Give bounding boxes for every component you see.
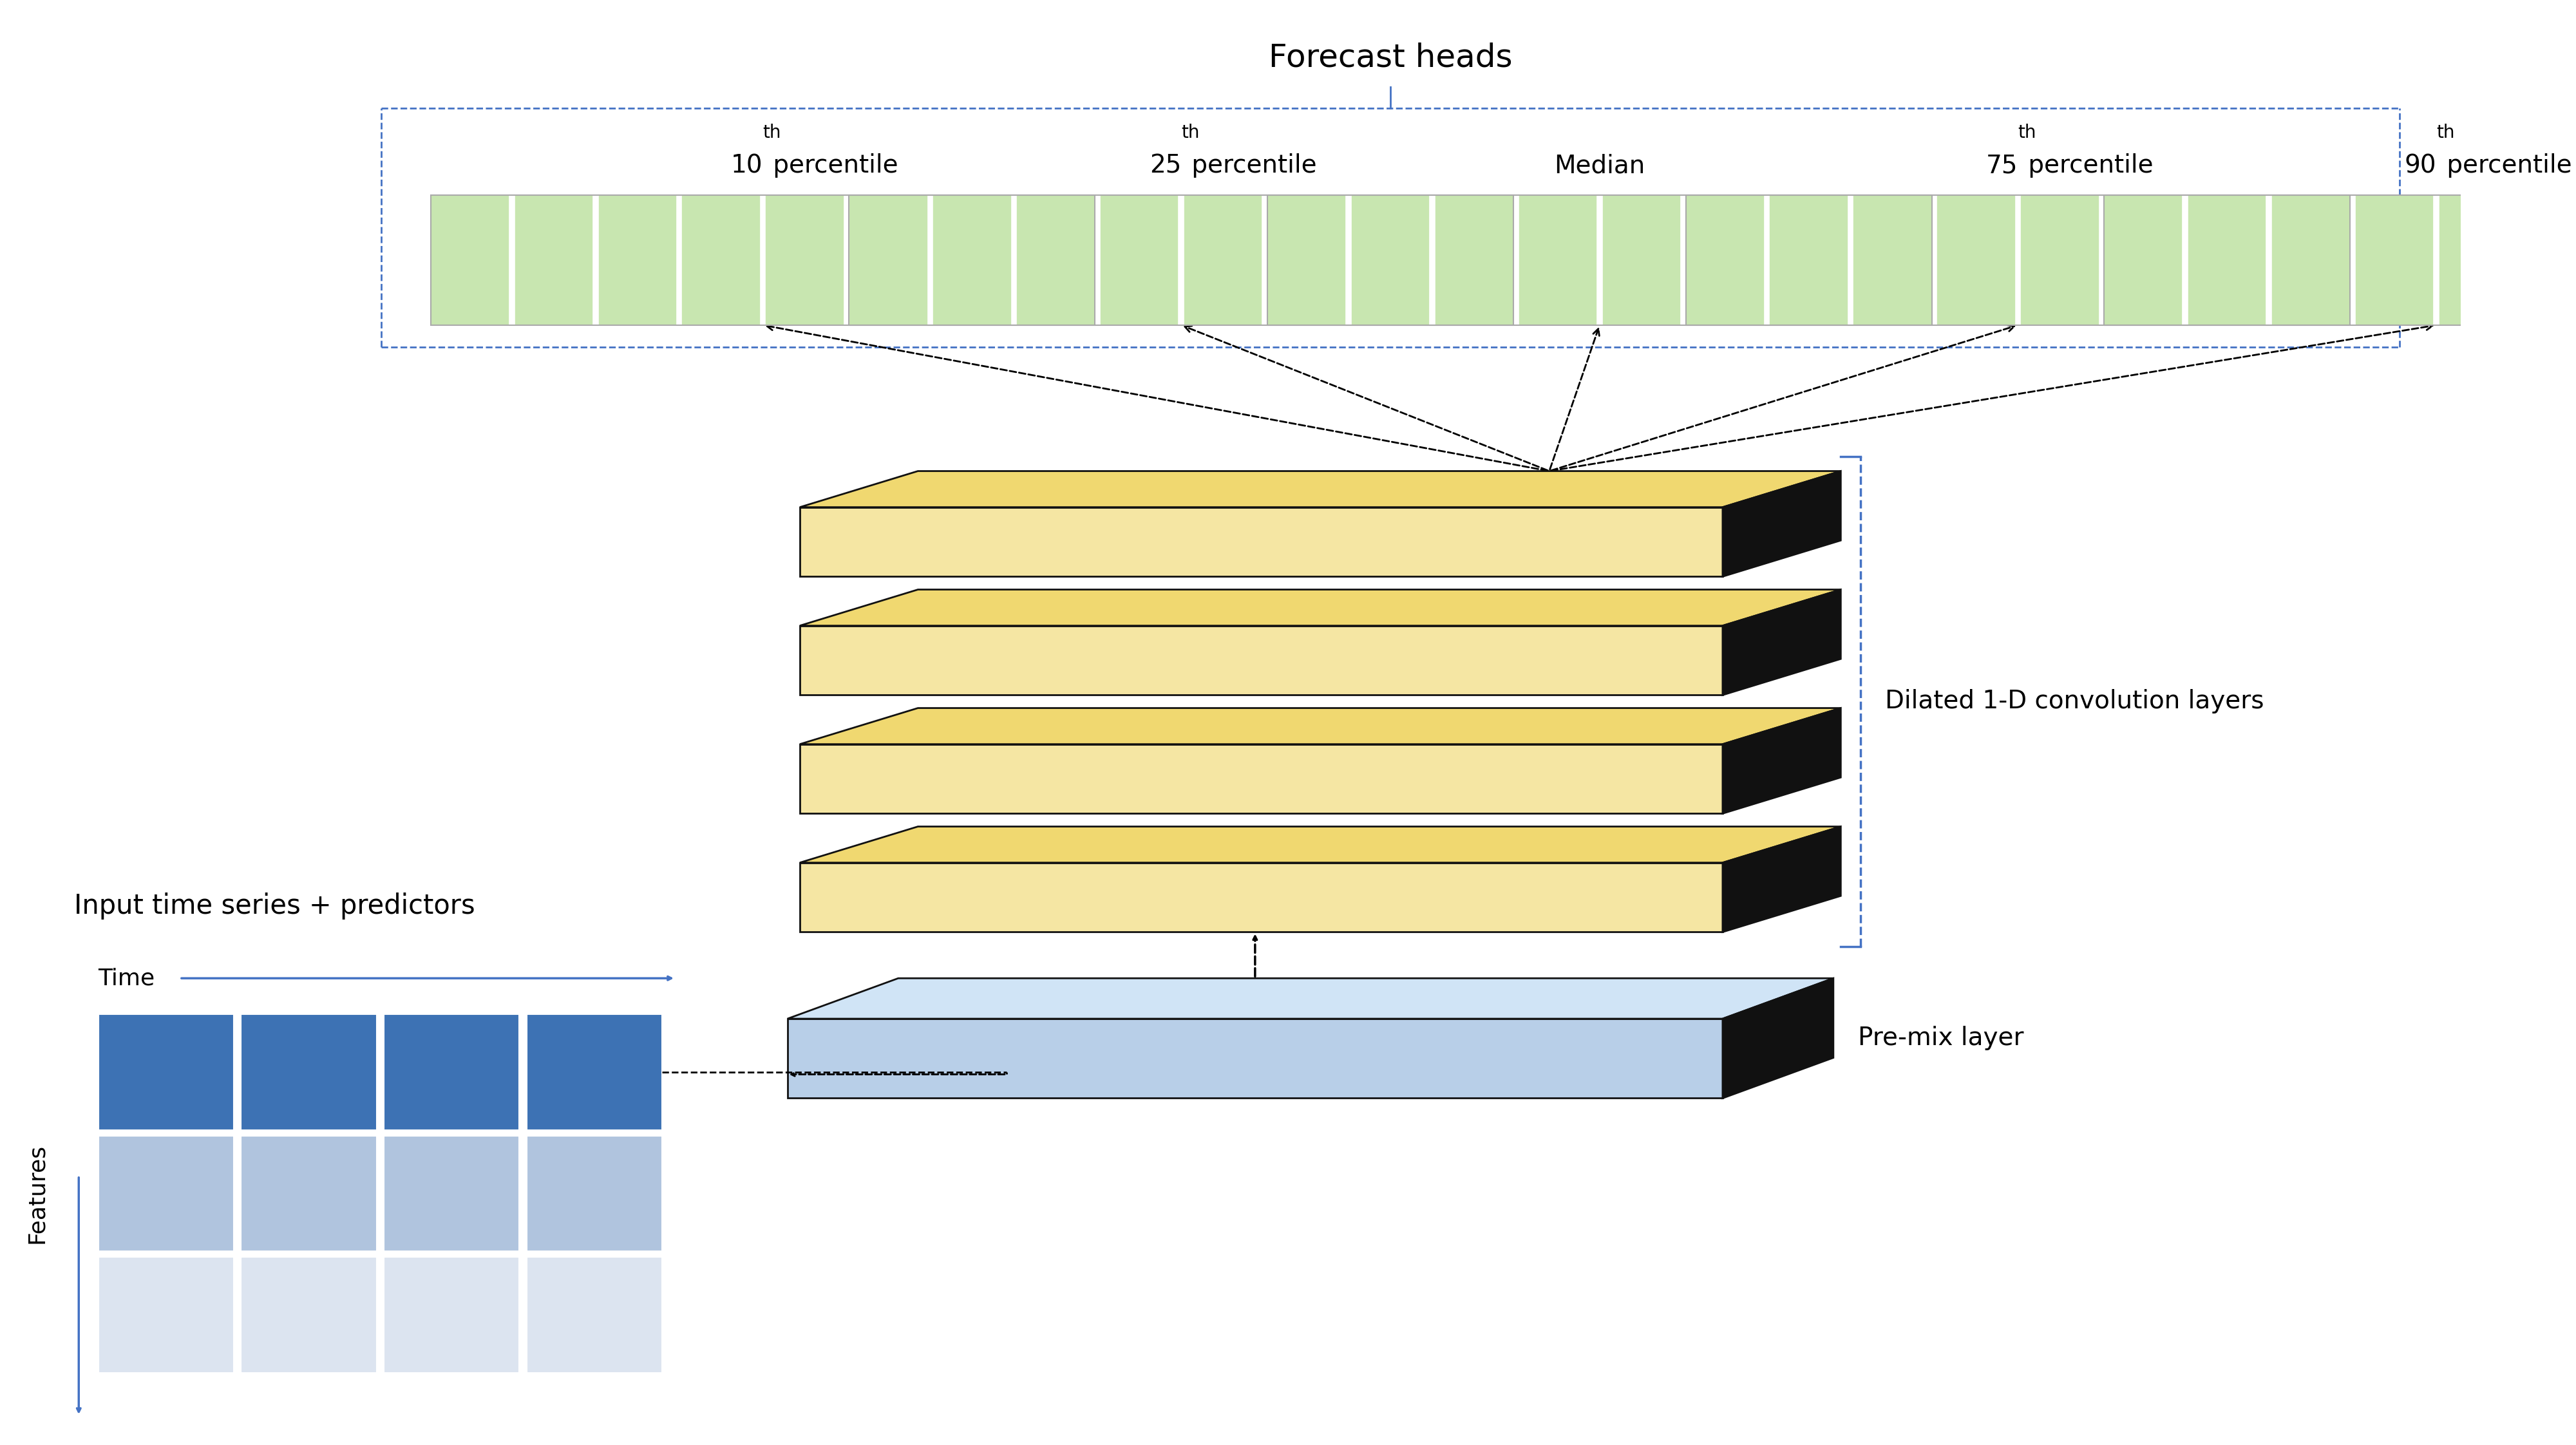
Bar	[242, 1014, 376, 1130]
Polygon shape	[1723, 471, 1842, 577]
Bar	[430, 195, 1095, 325]
Polygon shape	[788, 1019, 1723, 1098]
Bar	[98, 1136, 234, 1251]
Bar	[242, 1136, 376, 1251]
Polygon shape	[799, 626, 1723, 695]
Bar	[850, 195, 1515, 325]
Bar	[2020, 195, 2099, 325]
Bar	[1267, 195, 1347, 325]
Bar	[2439, 195, 2517, 325]
Text: th: th	[1182, 124, 1200, 142]
Bar	[242, 1257, 376, 1373]
Bar	[1517, 195, 1597, 325]
Bar	[1435, 195, 1515, 325]
Bar	[2272, 195, 2349, 325]
Bar	[2354, 195, 2434, 325]
Bar	[683, 195, 760, 325]
Bar	[1185, 195, 1262, 325]
Bar	[98, 1014, 234, 1130]
Text: Input time series + predictors: Input time series + predictors	[75, 893, 474, 919]
Text: Pre-mix layer: Pre-mix layer	[1857, 1026, 2025, 1051]
Bar	[1100, 195, 1180, 325]
Bar	[384, 1136, 520, 1251]
Bar	[2522, 195, 2576, 325]
Bar	[384, 1257, 520, 1373]
Text: 10: 10	[732, 153, 762, 178]
Bar	[1602, 195, 1680, 325]
Bar	[1267, 195, 1347, 325]
Bar	[1685, 195, 2349, 325]
Text: percentile: percentile	[2439, 153, 2571, 178]
Bar	[850, 195, 927, 325]
Bar	[1770, 195, 1847, 325]
Text: th: th	[2437, 124, 2455, 142]
Polygon shape	[1723, 827, 1842, 932]
Bar	[1937, 195, 2014, 325]
Bar	[1018, 195, 1095, 325]
Bar	[2105, 195, 2182, 325]
Polygon shape	[1723, 590, 1842, 695]
Polygon shape	[799, 744, 1723, 814]
Text: 25: 25	[1149, 153, 1182, 178]
Text: 75: 75	[1986, 153, 2017, 178]
Text: Features: Features	[26, 1143, 49, 1244]
Bar	[1350, 195, 1430, 325]
Bar	[430, 195, 510, 325]
Bar	[526, 1014, 662, 1130]
Bar	[1685, 195, 1765, 325]
Bar	[1852, 195, 1932, 325]
Polygon shape	[1723, 708, 1842, 814]
Bar	[598, 195, 677, 325]
Polygon shape	[799, 507, 1723, 577]
Bar	[1018, 195, 1095, 325]
Text: th: th	[762, 124, 781, 142]
Polygon shape	[799, 708, 1842, 744]
Bar	[98, 1257, 234, 1373]
Text: Dilated 1-D convolution layers: Dilated 1-D convolution layers	[1886, 689, 2264, 714]
Bar	[1770, 195, 1847, 325]
Polygon shape	[1723, 978, 1834, 1098]
Bar	[850, 195, 927, 325]
Bar	[1852, 195, 1932, 325]
Bar	[515, 195, 592, 325]
Bar	[2105, 195, 2182, 325]
Text: percentile: percentile	[1185, 153, 1316, 178]
Bar	[1685, 195, 1765, 325]
Text: percentile: percentile	[2020, 153, 2154, 178]
Bar	[2105, 195, 2576, 325]
Polygon shape	[799, 827, 1842, 863]
Polygon shape	[799, 471, 1842, 507]
Bar	[933, 195, 1012, 325]
Bar	[2272, 195, 2349, 325]
Text: th: th	[2017, 124, 2035, 142]
Polygon shape	[799, 863, 1723, 932]
Bar	[1267, 195, 1932, 325]
Bar	[526, 1257, 662, 1373]
Bar	[1435, 195, 1515, 325]
Bar	[384, 1014, 520, 1130]
Text: percentile: percentile	[765, 153, 899, 178]
Bar	[933, 195, 1012, 325]
Text: Forecast heads: Forecast heads	[1267, 42, 1512, 74]
Bar	[2187, 195, 2267, 325]
Polygon shape	[799, 590, 1842, 626]
Polygon shape	[788, 978, 1834, 1019]
Bar	[765, 195, 845, 325]
Bar	[526, 1136, 662, 1251]
Text: 90: 90	[2403, 153, 2437, 178]
Bar	[2187, 195, 2267, 325]
Text: Time: Time	[98, 967, 155, 990]
Text: Median: Median	[1553, 153, 1646, 178]
Bar	[1350, 195, 1430, 325]
